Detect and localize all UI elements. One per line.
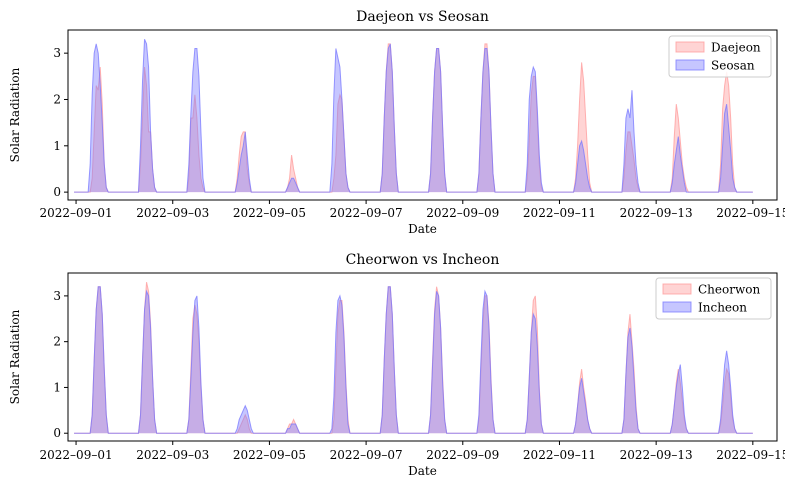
y-tick-label: 1 [53, 380, 61, 394]
series-line-cheorwon [74, 282, 753, 434]
x-tick-label: 2022–09–03 [136, 448, 209, 462]
legend: Cheorwon Incheon [655, 277, 772, 320]
series-area-daejeon [74, 43, 753, 193]
series-areas [74, 282, 753, 434]
plot-frame [67, 272, 778, 442]
y-axis-label: Solar Radiation [8, 67, 22, 162]
series-line-daejeon [74, 43, 753, 193]
legend-swatch-cheorwon [662, 283, 692, 295]
legend-label-daejeon: Daejeon [711, 41, 761, 55]
series-line-seosan [74, 39, 753, 193]
series-area-cheorwon [74, 282, 753, 434]
legend-swatch-daejeon [675, 41, 705, 53]
plot-frame [67, 29, 778, 201]
y-tick-label: 0 [53, 426, 61, 440]
x-tick-label: 2022–09–13 [620, 206, 693, 220]
y-axis-label: Solar Radiation [8, 309, 22, 404]
x-tick-label: 2022–09–09 [426, 206, 499, 220]
x-tick-label: 2022–09–05 [233, 206, 306, 220]
x-tick-label: 2022–09–01 [40, 206, 113, 220]
y-tick-label: 1 [53, 139, 61, 153]
x-axis: 2022–09–01 2022–09–03 2022–09–05 2022–09–07… [40, 441, 785, 462]
y-tick-label: 0 [53, 185, 61, 199]
x-tick-label: 2022–09–11 [523, 206, 596, 220]
x-tick-label: 2022–09–11 [523, 448, 596, 462]
chart-title: Cheorwon vs Incheon [346, 252, 500, 268]
x-tick-label: 2022–09–15 [716, 448, 785, 462]
x-tick-label: 2022–09–07 [330, 448, 403, 462]
series-area-seosan [74, 39, 753, 193]
chart-title: Daejeon vs Seosan [356, 9, 489, 25]
x-tick-label: 2022–09–01 [40, 448, 113, 462]
y-axis: 0 1 2 3 [53, 46, 68, 199]
legend-label-seosan: Seosan [711, 59, 755, 73]
x-tick-label: 2022–09–05 [233, 448, 306, 462]
legend-label-incheon: Incheon [698, 301, 747, 315]
legend-swatch-seosan [675, 59, 705, 71]
legend-box [668, 35, 772, 78]
x-tick-label: 2022–09–15 [716, 206, 785, 220]
x-axis: 2022–09–01 2022–09–03 2022–09–05 2022–09–07… [40, 200, 785, 220]
x-tick-label: 2022–09–13 [620, 448, 693, 462]
x-tick-label: 2022–09–09 [426, 448, 499, 462]
x-tick-label: 2022–09–03 [136, 206, 209, 220]
series-line-incheon [74, 286, 753, 434]
series-area-incheon [74, 286, 753, 434]
y-tick-label: 3 [53, 46, 61, 60]
legend-box [655, 277, 772, 320]
legend-label-cheorwon: Cheorwon [698, 283, 760, 297]
y-tick-label: 2 [53, 335, 61, 349]
series-areas [74, 39, 753, 193]
legend: Daejeon Seosan [668, 35, 772, 78]
legend-swatch-incheon [662, 301, 692, 313]
y-tick-label: 3 [53, 289, 61, 303]
y-axis: 0 1 2 3 [53, 289, 68, 440]
x-axis-label: Date [408, 464, 437, 478]
x-axis-label: Date [408, 222, 437, 236]
y-tick-label: 2 [53, 92, 61, 106]
x-tick-label: 2022–09–07 [330, 206, 403, 220]
